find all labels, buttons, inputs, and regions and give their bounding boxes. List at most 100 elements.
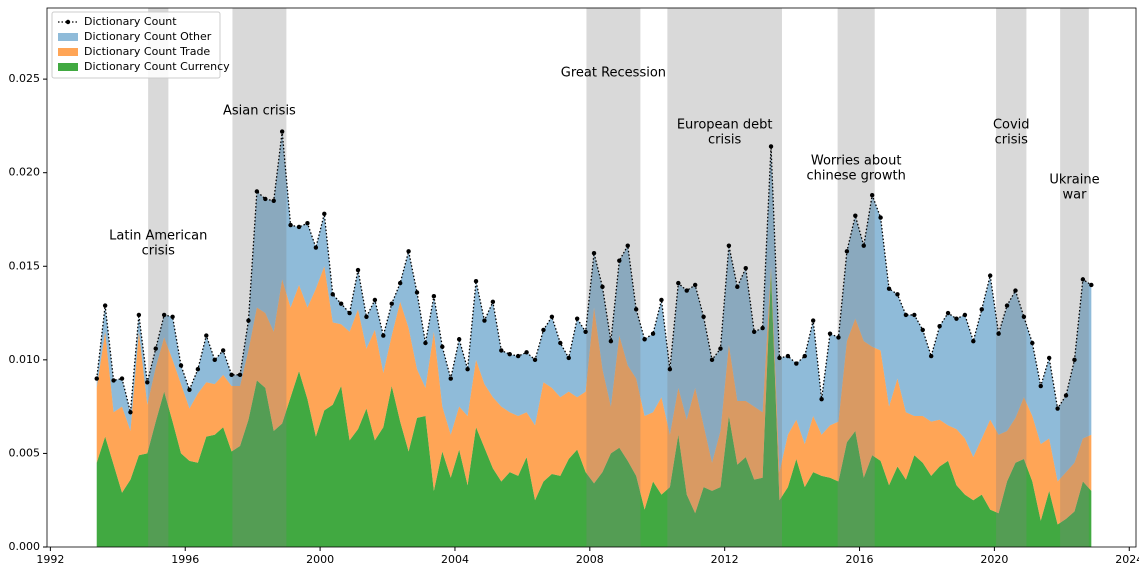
point <box>136 312 142 318</box>
point <box>237 372 243 378</box>
legend-swatch <box>58 48 78 56</box>
point <box>692 282 698 288</box>
point <box>153 346 158 351</box>
x-tick-label: 2024 <box>1115 553 1139 566</box>
legend: Dictionary Count Dictionary Count Other Di… <box>51 11 230 79</box>
shaded-period <box>1060 8 1089 547</box>
point <box>853 213 858 218</box>
point <box>996 331 1001 336</box>
area <box>96 270 1092 547</box>
point <box>785 353 791 359</box>
point <box>667 367 673 372</box>
y-tick-label: 0.005 <box>9 446 41 459</box>
point <box>735 284 740 290</box>
point <box>406 249 411 254</box>
legend-swatch <box>58 33 78 41</box>
point <box>532 357 538 363</box>
annotation: crisis <box>142 244 175 259</box>
point <box>1055 406 1060 411</box>
point <box>347 310 352 316</box>
point <box>440 344 445 349</box>
point <box>220 348 226 353</box>
point <box>591 250 597 256</box>
plot-frame <box>46 7 1137 548</box>
annotation: Ukraine <box>1049 173 1099 188</box>
point <box>869 192 875 198</box>
shaded-period <box>667 8 782 547</box>
legend-swatch <box>58 63 78 71</box>
point <box>903 312 909 318</box>
point <box>263 196 268 202</box>
area <box>96 131 1092 482</box>
shaded-period <box>996 8 1027 547</box>
point <box>1046 355 1052 361</box>
point <box>971 338 976 344</box>
shaded-period <box>837 8 875 547</box>
point <box>128 410 133 415</box>
point <box>827 331 833 336</box>
point <box>456 337 462 342</box>
point <box>558 340 563 346</box>
point <box>515 353 521 359</box>
point <box>743 265 748 271</box>
point <box>1030 340 1035 346</box>
x-tick-label: 2004 <box>441 553 469 566</box>
point <box>212 357 217 363</box>
point <box>524 350 529 355</box>
y-tick-label: 0.020 <box>9 166 41 179</box>
legend-label: Dictionary Count Trade <box>84 45 210 58</box>
legend-label: Dictionary Count Currency <box>84 60 230 73</box>
point <box>338 301 344 306</box>
point <box>574 316 580 321</box>
legend-marker <box>65 19 71 25</box>
point <box>187 387 192 392</box>
y-tick-label: 0.015 <box>9 259 41 272</box>
annotation: Asian crisis <box>223 104 296 119</box>
x-tick-label: 2000 <box>306 553 334 566</box>
point <box>161 312 167 318</box>
point <box>549 314 555 320</box>
point <box>912 312 917 318</box>
point <box>819 396 824 402</box>
point <box>1072 357 1077 363</box>
point <box>886 286 892 291</box>
point <box>229 372 234 378</box>
point <box>254 189 260 194</box>
point <box>111 378 116 383</box>
point <box>271 198 276 203</box>
point <box>372 297 378 303</box>
point <box>279 129 285 134</box>
shaded-period <box>586 8 641 547</box>
point <box>962 312 968 318</box>
point <box>490 299 496 305</box>
annotation: Great Recession <box>561 66 666 81</box>
point <box>642 337 647 342</box>
y-tick-label: 0.025 <box>9 72 41 85</box>
point <box>507 352 512 357</box>
point <box>473 279 479 284</box>
point <box>600 284 605 290</box>
point <box>178 363 184 368</box>
point <box>836 335 841 340</box>
point <box>305 221 310 226</box>
point <box>945 310 951 316</box>
point <box>1021 314 1027 320</box>
y-tick-label: 0.000 <box>9 540 41 553</box>
point <box>718 346 723 351</box>
point <box>288 222 293 228</box>
point <box>389 301 394 306</box>
x-tick-label: 1996 <box>171 553 199 566</box>
point <box>760 325 765 331</box>
point <box>726 243 732 248</box>
x-tick-label: 2020 <box>980 553 1008 566</box>
point <box>204 333 209 338</box>
point <box>844 249 850 254</box>
point <box>499 348 504 353</box>
point <box>1089 282 1094 288</box>
point <box>650 331 656 336</box>
shaded-period <box>148 8 169 547</box>
point <box>102 303 108 308</box>
point <box>541 327 546 333</box>
point <box>313 245 319 250</box>
